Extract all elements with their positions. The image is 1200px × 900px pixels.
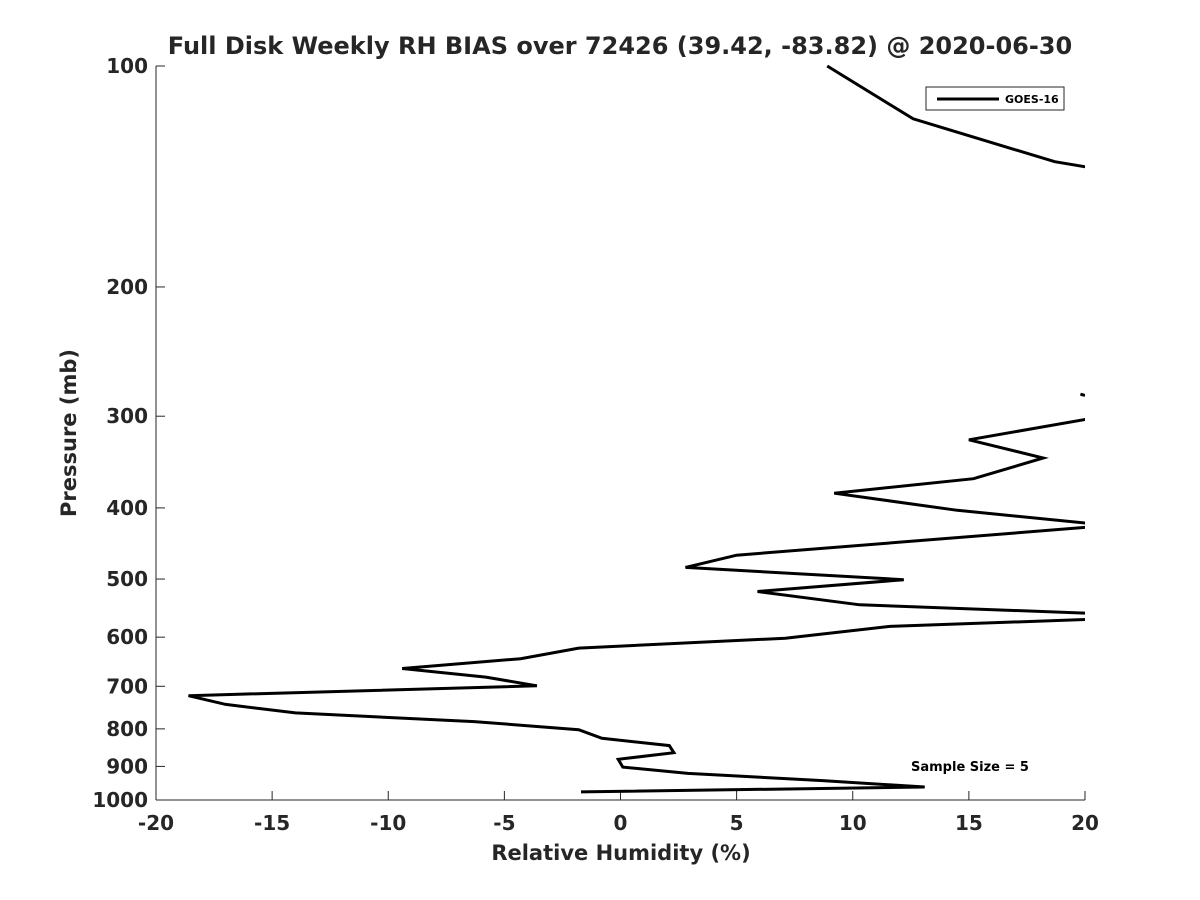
y-tick-label: 800 xyxy=(106,717,148,741)
series-line-goes-16 xyxy=(188,417,1085,794)
chart-title: Full Disk Weekly RH BIAS over 72426 (39.… xyxy=(168,32,1072,60)
y-tick-label: 900 xyxy=(106,754,148,778)
x-axis-ticks: -20 -15 -10 -5 0 5 10 15 20 xyxy=(138,791,1099,835)
sample-size-annotation: Sample Size = 5 xyxy=(911,760,1029,775)
legend: GOES-16 xyxy=(925,86,1065,111)
y-tick-label: 700 xyxy=(106,674,148,698)
x-tick-label: -20 xyxy=(138,811,174,835)
y-axis-label: Pressure (mb) xyxy=(57,349,81,517)
y-tick-label: 400 xyxy=(106,496,148,520)
x-tick-label: 15 xyxy=(955,811,983,835)
x-tick-label: 0 xyxy=(614,811,628,835)
legend-entry-goes-16: GOES-16 xyxy=(1005,93,1059,106)
y-tick-label: 600 xyxy=(106,625,148,649)
x-tick-label: 20 xyxy=(1071,811,1099,835)
series-line-goes-16 xyxy=(826,64,1085,169)
y-tick-label: 100 xyxy=(106,54,148,78)
x-tick-label: 10 xyxy=(839,811,867,835)
series-line-goes-16 xyxy=(1080,392,1085,397)
x-tick-label: -10 xyxy=(370,811,406,835)
y-axis-ticks: 100 200 300 400 500 600 700 800 900 1000 xyxy=(92,54,165,812)
x-tick-label: -5 xyxy=(493,811,515,835)
series-layer xyxy=(188,64,1085,794)
y-tick-label: 300 xyxy=(106,404,148,428)
x-axis-label: Relative Humidity (%) xyxy=(491,841,750,865)
y-tick-label: 200 xyxy=(106,275,148,299)
y-tick-label: 1000 xyxy=(92,788,148,812)
x-tick-label: -15 xyxy=(254,811,290,835)
y-tick-label: 500 xyxy=(106,567,148,591)
x-tick-label: 5 xyxy=(730,811,744,835)
